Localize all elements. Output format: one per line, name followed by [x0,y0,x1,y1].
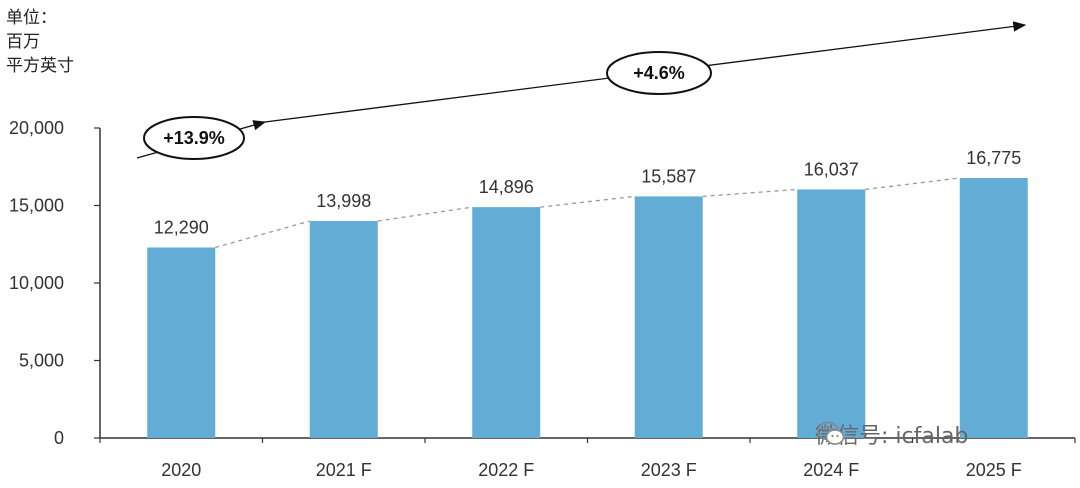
bar [309,221,378,438]
x-tick-label: 2024 F [803,460,859,480]
y-tick-label: 10,000 [9,273,64,293]
growth-badge [143,116,245,160]
bar [959,177,1028,439]
wechat-icon [817,421,845,445]
y-tick-label: 0 [54,428,64,448]
watermark: 微信号: icfalab [815,418,968,450]
bar [797,189,866,438]
growth-label: +13.9% [163,128,225,148]
x-tick-label: 2021 F [316,460,372,480]
data-label: 13,998 [316,191,371,211]
unit-label: 单位： 百万 平方英寸 [6,6,74,78]
growth-badge [606,51,712,95]
unit-label-line: 平方英寸 [6,56,74,76]
bar [634,196,703,438]
data-label: 14,896 [479,177,534,197]
bar [147,247,216,438]
trend-line [215,177,960,249]
unit-label-line: 单位： [6,8,57,28]
data-label: 16,037 [804,159,859,179]
y-tick-label: 15,000 [9,196,64,216]
bar [472,207,541,438]
x-tick-label: 2020 [161,460,201,480]
data-label: 15,587 [641,166,696,186]
x-tick-label: 2023 F [641,460,697,480]
x-tick-label: 2022 F [478,460,534,480]
data-label: 16,775 [966,148,1021,168]
unit-label-line: 百万 [6,32,40,52]
y-tick-label: 5,000 [19,351,64,371]
data-label: 12,290 [154,218,209,238]
y-tick-label: 20,000 [9,118,64,138]
growth-label: +4.6% [633,63,685,83]
x-tick-label: 2025 F [966,460,1022,480]
